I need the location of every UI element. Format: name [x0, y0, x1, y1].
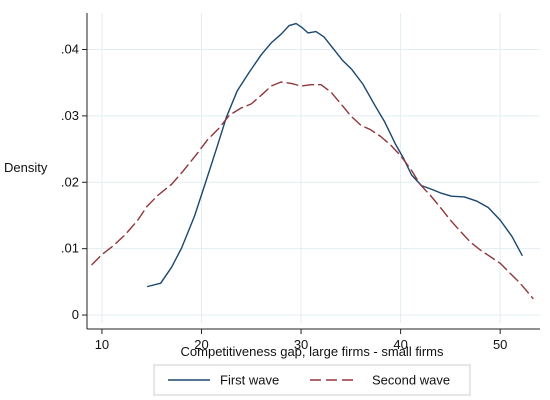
y-axis-title: Density — [4, 160, 48, 175]
y-tick-label: .04 — [61, 42, 79, 57]
x-tick-label: 30 — [294, 337, 308, 352]
series-lines — [91, 22, 534, 300]
x-tick-label: 20 — [194, 337, 208, 352]
x-tick-label: 10 — [95, 337, 109, 352]
legend-label-1: First wave — [220, 373, 279, 388]
axes: 0 .01 .02 .03 .04 10 20 30 40 50 — [61, 13, 540, 352]
x-tick-label: 50 — [493, 337, 507, 352]
y-tick-label: 0 — [72, 307, 79, 322]
grid-lines — [87, 13, 540, 323]
y-tick-label: .03 — [61, 108, 79, 123]
series-line-1 — [147, 22, 523, 288]
x-tick-label: 40 — [393, 337, 407, 352]
legend: First wave Second wave — [153, 364, 471, 396]
series-line-2 — [91, 81, 534, 300]
legend-label-2: Second wave — [372, 373, 450, 388]
y-tick-label: .01 — [61, 241, 79, 256]
y-tick-label: .02 — [61, 174, 79, 189]
x-axis-title: Competitiveness gap, large firms - small… — [181, 344, 444, 359]
